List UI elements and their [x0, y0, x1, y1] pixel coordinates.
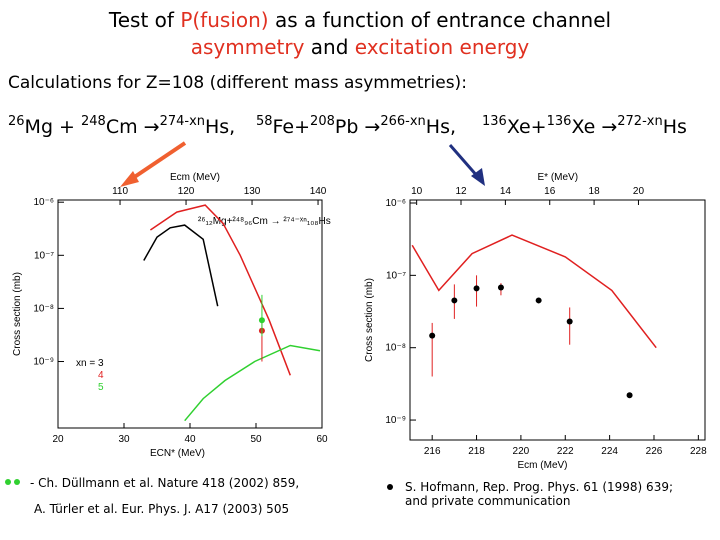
arrow-head [471, 168, 485, 186]
y-axis-title: Cross section (mb) [12, 272, 23, 356]
plot-frame [409, 199, 706, 441]
x-tick-label: 40 [184, 434, 196, 445]
title-part: asymmetry [191, 35, 305, 59]
x2-axis-title: Ecm (MeV) [170, 172, 220, 183]
arrow-head [120, 171, 139, 187]
x2-tick-label: 140 [310, 186, 327, 197]
curve [143, 224, 219, 307]
x-axis-title: ECN* (MeV) [150, 448, 205, 459]
reaction-sup: 26 [8, 114, 25, 129]
x-tick-label: 30 [118, 434, 130, 445]
reaction-sup: 136 [482, 114, 507, 129]
data-point [473, 285, 480, 292]
data-point [258, 317, 265, 324]
x2-tick-label: 130 [244, 186, 261, 197]
reference: and private communication [405, 494, 570, 508]
reaction-text: Hs, [205, 116, 235, 138]
x-tick-label: 218 [468, 446, 485, 457]
x2-axis-title: E* (MeV) [538, 172, 579, 183]
y-tick-label: 10⁻⁷ [34, 250, 54, 261]
x-tick-label: 20 [52, 434, 64, 445]
y-tick-label: 10⁻⁸ [385, 343, 406, 354]
reaction-text: Cm → [106, 116, 160, 138]
x-tick-label: 226 [646, 446, 663, 457]
curve [184, 344, 321, 422]
reaction-sup: 272-xn [617, 114, 662, 129]
legend-entry: xn = 3 [76, 358, 104, 369]
x-tick-label: 220 [513, 446, 530, 457]
reaction-text: Xe → [571, 116, 617, 138]
data-point [535, 297, 542, 304]
x-tick-label: 216 [424, 446, 441, 457]
reaction-text: Fe+ [273, 116, 311, 138]
title-part: and [304, 35, 354, 59]
reaction-sup: 136 [547, 114, 572, 129]
reaction-text: Xe+ [507, 116, 547, 138]
x-tick-label: 228 [690, 446, 707, 457]
arrow [448, 144, 480, 178]
title: asymmetry and excitation energy [191, 35, 530, 59]
title-part: as a function of entrance channel [269, 8, 611, 32]
x2-tick-label: 16 [544, 186, 556, 197]
bullet [5, 479, 11, 485]
reaction-text: Mg + [25, 116, 81, 138]
legend-entry: 4 [98, 370, 104, 381]
x-tick-label: 60 [316, 434, 328, 445]
reaction-sup: 266-xn [380, 114, 425, 129]
y-tick-label: 10⁻⁷ [386, 270, 406, 281]
reaction: 58Fe+208Pb →266-xnHs, [256, 114, 456, 138]
annotation: ²⁶₁₂Mg+²⁴⁸₉₆Cm → ²⁷⁴⁻ˣⁿ₁₀₈Hs [198, 216, 331, 227]
reaction-text: Hs [663, 116, 687, 138]
bullet [14, 479, 20, 485]
x2-tick-label: 18 [589, 186, 601, 197]
x2-tick-label: 110 [112, 186, 128, 197]
reaction-text: Pb → [335, 116, 380, 138]
x2-tick-label: 14 [500, 186, 512, 197]
arrow [128, 141, 187, 182]
y-tick-label: 10⁻⁹ [33, 357, 54, 368]
title-part: excitation energy [355, 35, 530, 59]
chart: 216 218 220 222 224 226 228 10 12 14 16 18 20 10⁻⁶ 10⁻… [364, 172, 707, 471]
reaction-sup: 58 [256, 114, 273, 129]
reaction-sup: 208 [310, 114, 335, 129]
reference: S. Hofmann, Rep. Prog. Phys. 61 (1998) 6… [405, 480, 673, 494]
x-tick-label: 222 [557, 446, 574, 457]
data-point [451, 297, 458, 304]
reference: A. Türler et al. Eur. Phys. J. A17 (2003… [34, 502, 289, 516]
x2-tick-label: 120 [178, 186, 195, 197]
reaction: 136Xe+136Xe →272-xnHs [482, 114, 687, 138]
reaction: 26Mg + 248Cm →274-xnHs, [8, 114, 235, 138]
y-tick-label: 10⁻⁶ [33, 197, 54, 208]
y-tick-label: 10⁻⁹ [385, 415, 406, 426]
title-part: Test of [108, 8, 180, 32]
x2-tick-label: 10 [411, 186, 423, 197]
y-tick-label: 10⁻⁸ [33, 303, 54, 314]
x2-tick-label: 12 [455, 186, 467, 197]
reaction-sup: 274-xn [160, 114, 205, 129]
title-part: P(fusion) [180, 8, 268, 32]
reaction-text: Hs, [426, 116, 456, 138]
x2-tick-label: 20 [633, 186, 645, 197]
x-tick-label: 50 [250, 434, 262, 445]
data-point [626, 392, 633, 399]
y-axis-title: Cross section (mb) [364, 278, 375, 362]
data-point [566, 318, 573, 325]
legend-entry: 5 [98, 382, 104, 393]
chart: 20 30 40 50 60 110 120 130 140 10⁻⁶ 10⁻⁷ 10⁻⁸ 10⁻⁹ EC… [12, 172, 331, 459]
curve [411, 234, 657, 349]
bullet [387, 484, 393, 490]
y-tick-label: 10⁻⁶ [385, 198, 406, 209]
data-point [429, 332, 436, 339]
subtitle: Calculations for Z=108 (different mass a… [8, 73, 467, 93]
x-axis-title: Ecm (MeV) [518, 460, 568, 471]
data-point [497, 284, 504, 291]
reaction-sup: 248 [81, 114, 106, 129]
x-tick-label: 224 [601, 446, 618, 457]
title: Test of P(fusion) as a function of entra… [108, 8, 611, 32]
reference: - Ch. Düllmann et al. Nature 418 (2002) … [30, 476, 299, 490]
curve [149, 204, 292, 376]
